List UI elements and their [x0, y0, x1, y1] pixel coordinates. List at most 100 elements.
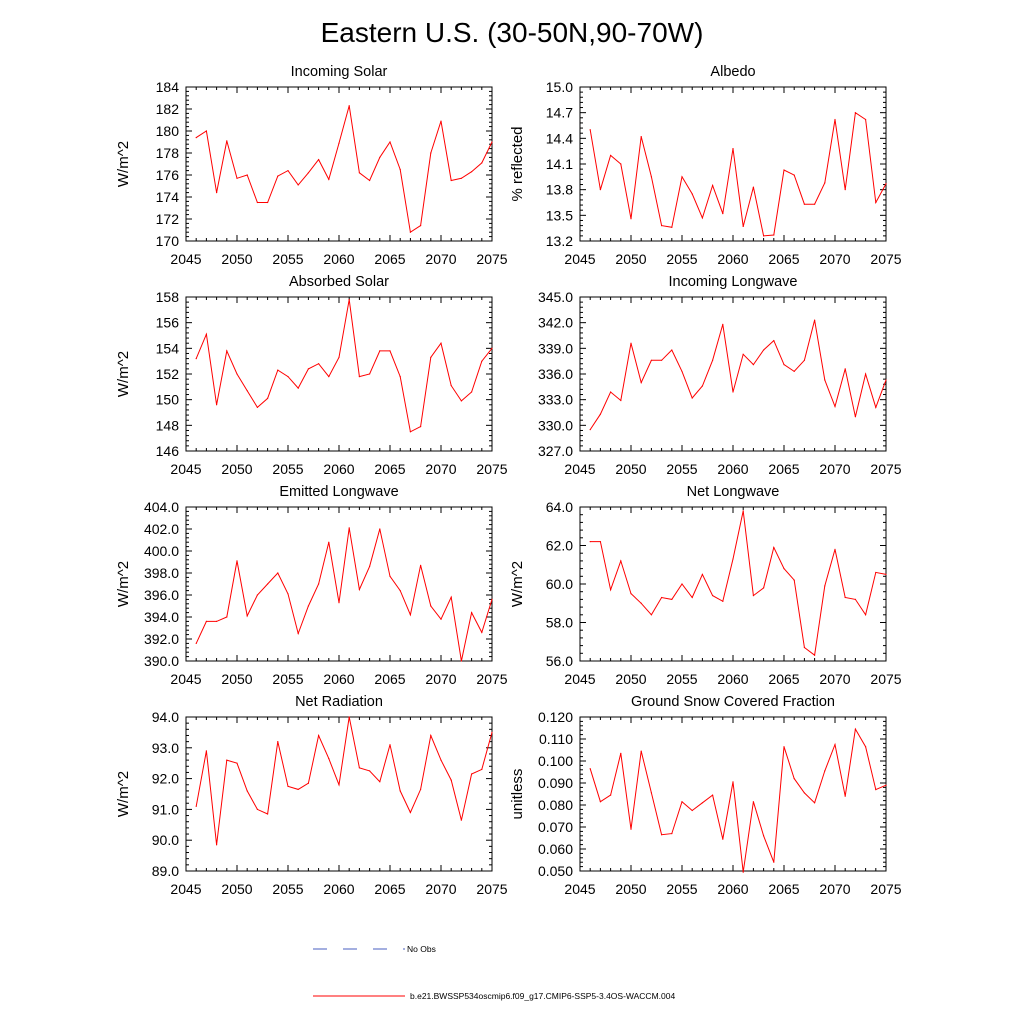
x-tick-label: 2055: [666, 251, 697, 267]
x-tick-label: 2050: [221, 881, 252, 897]
data-point: [793, 370, 795, 373]
data-point: [865, 746, 867, 748]
x-tick-label: 2055: [272, 461, 303, 477]
plot-frame: [579, 86, 887, 242]
data-point: [297, 632, 299, 635]
plot-frame: [185, 296, 493, 452]
data-point: [267, 201, 269, 204]
x-tick-label: 2060: [323, 881, 354, 897]
data-point: [440, 342, 442, 344]
data-point: [599, 189, 602, 191]
y-tick-label: 176: [156, 167, 180, 183]
data-point: [650, 614, 653, 616]
y-tick-label: 327.0: [538, 443, 573, 459]
data-point: [885, 183, 887, 185]
data-point: [742, 353, 744, 355]
y-tick-label: 178: [156, 145, 180, 161]
data-point: [854, 728, 857, 730]
y-tick-label: 330.0: [538, 417, 573, 433]
y-tick-label: 390.0: [144, 653, 179, 669]
x-tick-label: 2055: [272, 881, 303, 897]
y-axis-label: unitless: [509, 769, 526, 820]
x-tick-label: 2065: [768, 671, 799, 687]
y-tick-label: 14.7: [546, 105, 573, 121]
data-point: [430, 152, 432, 154]
data-point: [671, 349, 673, 351]
panel-4: Incoming Longwave 2045 2050 2055 2060 2065 207…: [538, 274, 902, 477]
x-tick-label: 2045: [564, 251, 595, 267]
data-point: [389, 575, 391, 577]
data-point: [195, 358, 197, 360]
y-axis-label: W/m^2: [115, 141, 132, 187]
panel-title: Incoming Solar: [291, 64, 388, 80]
data-point: [783, 363, 785, 366]
data-point: [620, 752, 622, 754]
y-axis-label: W/m^2: [115, 351, 132, 397]
data-point: [854, 598, 857, 601]
x-tick-label: 2050: [615, 881, 646, 897]
data-point: [287, 785, 289, 787]
data-point: [338, 142, 340, 144]
y-tick-label: 0.120: [538, 709, 573, 725]
data-point: [814, 654, 816, 656]
x-tick-label: 2075: [870, 461, 901, 477]
data-point: [328, 375, 330, 378]
panel-title: Incoming Longwave: [669, 274, 798, 290]
data-point: [875, 789, 877, 791]
data-point: [630, 218, 632, 220]
data-point: [865, 118, 867, 121]
data-point: [287, 593, 289, 595]
data-point: [348, 105, 350, 107]
panel-6: Net Longwave 2045 2050 2055 2060 2065 2070 2075…: [509, 484, 902, 687]
data-point: [236, 177, 238, 179]
y-tick-label: 400.0: [144, 543, 179, 559]
data-point: [216, 192, 218, 194]
data-point: [599, 801, 602, 803]
data-point: [430, 734, 432, 737]
data-point: [885, 784, 887, 786]
data-point: [450, 596, 452, 598]
data-point: [256, 201, 258, 204]
data-point: [348, 716, 350, 718]
data-point: [195, 642, 197, 645]
data-point: [854, 112, 857, 114]
data-point: [236, 373, 238, 375]
x-tick-label: 2045: [170, 671, 201, 687]
y-tick-label: 0.060: [538, 841, 573, 857]
x-tick-label: 2060: [323, 251, 354, 267]
series-line: [195, 716, 493, 845]
data-point: [328, 541, 330, 543]
y-tick-label: 339.0: [538, 340, 573, 356]
data-point: [599, 413, 602, 415]
data-point: [885, 379, 887, 381]
x-tick-label: 2060: [717, 251, 748, 267]
x-tick-label: 2075: [476, 461, 507, 477]
data-point: [691, 809, 693, 812]
data-point: [460, 400, 462, 402]
data-point: [297, 184, 299, 186]
legend-model-label: b.e21.BWSSP534oscmip6.f09_g17.CMIP6-SSP5…: [410, 991, 675, 1001]
data-point: [589, 768, 591, 770]
panel-title: Net Radiation: [295, 694, 383, 710]
data-point: [732, 148, 734, 150]
y-tick-label: 13.2: [546, 233, 573, 249]
x-tick-label: 2060: [717, 881, 748, 897]
data-point: [701, 217, 704, 219]
data-point: [460, 177, 462, 179]
legend: No Obs b.e21.BWSSP534oscmip6.f09_g17.CMI…: [313, 944, 675, 1001]
data-point: [440, 618, 442, 620]
data-point: [732, 558, 734, 560]
x-tick-label: 2045: [170, 251, 201, 267]
data-point: [640, 602, 642, 604]
data-point: [814, 802, 816, 804]
data-point: [681, 176, 683, 178]
data-point: [267, 583, 269, 585]
y-tick-label: 148: [156, 417, 180, 433]
data-point: [865, 614, 867, 616]
data-point: [236, 762, 238, 764]
x-tick-label: 2045: [564, 881, 595, 897]
data-point: [661, 359, 663, 361]
data-point: [763, 235, 765, 237]
data-point: [216, 404, 218, 406]
data-point: [763, 349, 765, 351]
